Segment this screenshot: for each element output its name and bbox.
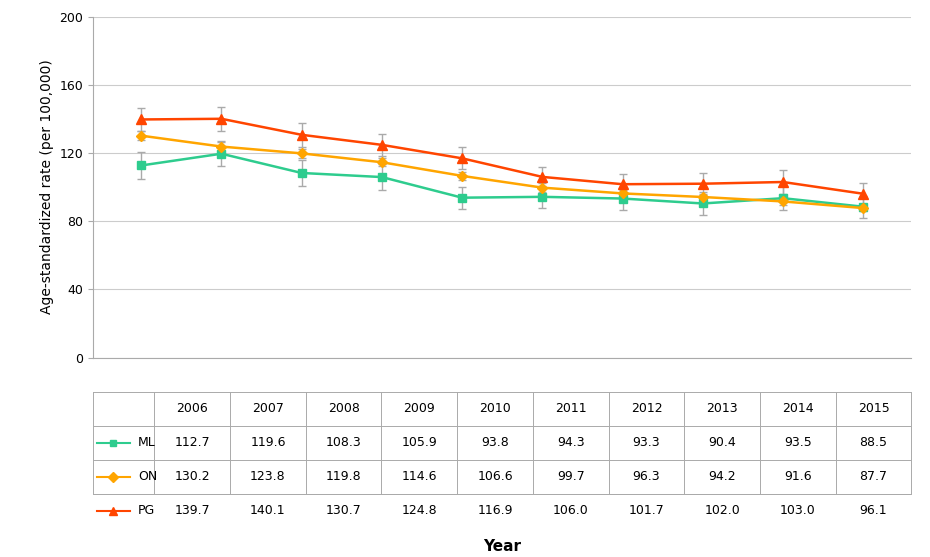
Text: 103.0: 103.0 [780,505,816,517]
Text: 139.7: 139.7 [175,505,210,517]
Text: 96.1: 96.1 [859,505,887,517]
Text: 2006: 2006 [177,402,208,415]
Text: 116.9: 116.9 [477,505,512,517]
Text: ON: ON [138,470,157,483]
Text: 94.3: 94.3 [557,436,585,449]
Text: 108.3: 108.3 [326,436,362,449]
Text: 90.4: 90.4 [709,436,736,449]
Y-axis label: Age-standardized rate (per 100,000): Age-standardized rate (per 100,000) [40,60,54,315]
Text: 106.0: 106.0 [552,505,589,517]
Text: 2013: 2013 [706,402,738,415]
Text: 96.3: 96.3 [632,470,660,483]
Text: 2009: 2009 [404,402,435,415]
Text: 2012: 2012 [631,402,662,415]
Text: ML: ML [138,436,155,449]
Text: 123.8: 123.8 [250,470,286,483]
Text: 2008: 2008 [327,402,360,415]
Text: 2011: 2011 [555,402,587,415]
Text: 2014: 2014 [782,402,814,415]
Text: 105.9: 105.9 [402,436,437,449]
Text: 87.7: 87.7 [859,470,887,483]
Text: 2007: 2007 [252,402,284,415]
Text: 94.2: 94.2 [709,470,736,483]
Text: 112.7: 112.7 [175,436,210,449]
Text: 93.8: 93.8 [481,436,509,449]
Text: Year: Year [484,539,521,554]
Text: 119.8: 119.8 [326,470,362,483]
Text: 119.6: 119.6 [250,436,286,449]
Text: 102.0: 102.0 [704,505,740,517]
Text: 93.3: 93.3 [632,436,660,449]
Text: 88.5: 88.5 [859,436,887,449]
Text: 2015: 2015 [857,402,889,415]
Text: 130.2: 130.2 [175,470,210,483]
Text: 130.7: 130.7 [326,505,362,517]
Text: PG: PG [138,505,155,517]
Text: 2010: 2010 [479,402,511,415]
Text: 101.7: 101.7 [629,505,664,517]
Text: 99.7: 99.7 [557,470,585,483]
Text: 124.8: 124.8 [402,505,437,517]
Text: 106.6: 106.6 [477,470,512,483]
Text: 140.1: 140.1 [250,505,286,517]
Text: 91.6: 91.6 [784,470,812,483]
Text: 114.6: 114.6 [402,470,437,483]
Text: 93.5: 93.5 [784,436,812,449]
